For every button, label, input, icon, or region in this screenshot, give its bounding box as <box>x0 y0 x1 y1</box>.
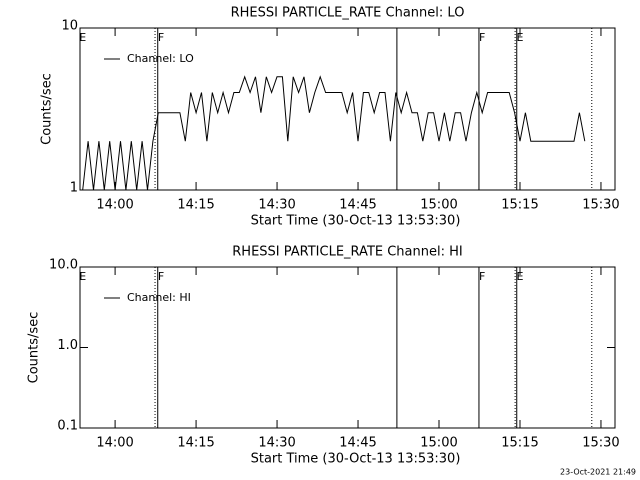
x-tick-label: 15:15 <box>501 198 538 213</box>
x-tick-label: 15:00 <box>420 198 457 213</box>
flag-label: E <box>79 31 86 44</box>
legend-label: Channel: HI <box>127 291 191 304</box>
x-axis-title: Start Time (30-Oct-13 13:53:30) <box>251 214 461 229</box>
x-tick-label: 15:30 <box>582 198 619 213</box>
flag-label: F <box>479 270 485 283</box>
flag-label: F <box>158 31 164 44</box>
footer: 23-Oct-2021 21:49 <box>560 468 636 477</box>
flag-label: E <box>517 270 524 283</box>
x-tick-label: 15:15 <box>501 436 538 451</box>
x-tick-label: 14:15 <box>177 436 214 451</box>
flag-label: F <box>479 31 485 44</box>
y-tick-label: 1 <box>70 181 78 196</box>
x-tick-label: 14:00 <box>96 198 133 213</box>
y-axis-title: Counts/sec <box>27 312 42 384</box>
x-tick-label: 15:30 <box>582 436 619 451</box>
flag-label: F <box>158 270 164 283</box>
x-tick-label: 14:45 <box>339 436 376 451</box>
y-axis-title: Counts/sec <box>40 73 55 145</box>
flag-label: E <box>517 31 524 44</box>
chart-title: RHESSI PARTICLE_RATE Channel: HI <box>232 245 462 260</box>
x-tick-label: 15:00 <box>420 436 457 451</box>
y-tick-label: 10 <box>61 19 78 34</box>
x-tick-label: 14:45 <box>339 198 376 213</box>
x-tick-label: 14:00 <box>96 436 133 451</box>
chart-title: RHESSI PARTICLE_RATE Channel: LO <box>231 6 465 21</box>
flag-label: E <box>79 270 86 283</box>
x-tick-label: 14:15 <box>177 198 214 213</box>
data-line <box>82 75 586 191</box>
x-tick-label: 14:30 <box>258 436 295 451</box>
plot-frame <box>79 27 616 191</box>
legend-label: Channel: LO <box>127 52 194 65</box>
x-axis-title: Start Time (30-Oct-13 13:53:30) <box>251 452 461 467</box>
y-tick-label: 1.0 <box>57 338 78 353</box>
x-tick-label: 14:30 <box>258 198 295 213</box>
y-tick-label: 10.0 <box>49 258 78 273</box>
y-tick-label: 0.1 <box>57 419 78 434</box>
